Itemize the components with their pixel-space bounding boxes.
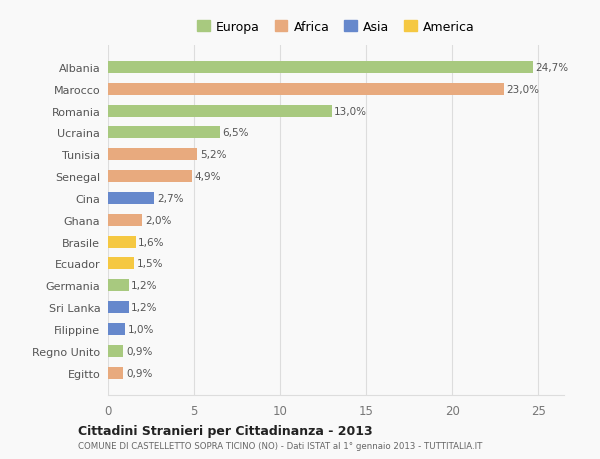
Text: 0,9%: 0,9% (126, 368, 152, 378)
Text: 4,9%: 4,9% (195, 172, 221, 182)
Text: 1,2%: 1,2% (131, 281, 158, 291)
Bar (108, 127, 220, 139)
Bar (108, 345, 124, 357)
Text: 0,9%: 0,9% (126, 346, 152, 356)
Text: 2,0%: 2,0% (145, 215, 172, 225)
Text: 1,6%: 1,6% (138, 237, 164, 247)
Bar (108, 323, 125, 335)
Text: 5,2%: 5,2% (200, 150, 227, 160)
Bar (108, 106, 332, 118)
Bar (108, 258, 134, 270)
Bar (108, 84, 504, 95)
Text: 2,7%: 2,7% (157, 194, 184, 203)
Text: 13,0%: 13,0% (334, 106, 367, 116)
Bar (108, 62, 533, 74)
Text: Cittadini Stranieri per Cittadinanza - 2013: Cittadini Stranieri per Cittadinanza - 2… (78, 425, 373, 437)
Legend: Europa, Africa, Asia, America: Europa, Africa, Asia, America (193, 17, 479, 38)
Text: COMUNE DI CASTELLETTO SOPRA TICINO (NO) - Dati ISTAT al 1° gennaio 2013 - TUTTIT: COMUNE DI CASTELLETTO SOPRA TICINO (NO) … (78, 441, 482, 450)
Bar (108, 367, 124, 379)
Bar (108, 236, 136, 248)
Bar (108, 192, 154, 205)
Text: 6,5%: 6,5% (223, 128, 249, 138)
Bar (108, 171, 193, 183)
Bar (108, 214, 142, 226)
Text: 1,5%: 1,5% (136, 259, 163, 269)
Text: 23,0%: 23,0% (506, 84, 539, 95)
Bar (108, 302, 128, 313)
Text: 1,2%: 1,2% (131, 302, 158, 313)
Bar (108, 280, 128, 292)
Text: 1,0%: 1,0% (128, 325, 154, 334)
Bar (108, 149, 197, 161)
Text: 24,7%: 24,7% (536, 63, 569, 73)
